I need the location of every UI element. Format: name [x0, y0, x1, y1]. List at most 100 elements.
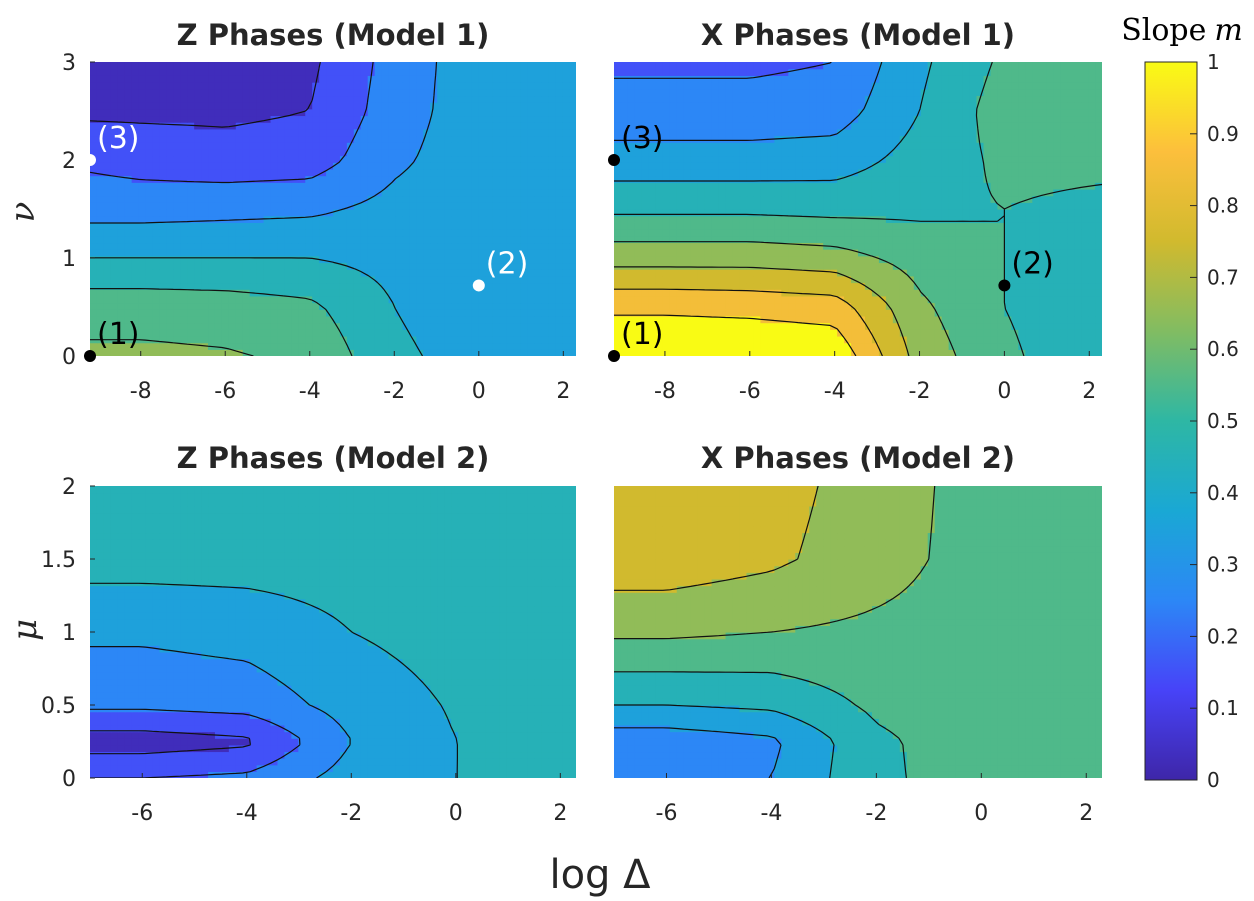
contour-cell — [492, 148, 501, 157]
contour-cell — [284, 182, 292, 190]
contour-cell — [906, 315, 915, 324]
contour-cell — [312, 155, 320, 163]
contour-cell — [976, 249, 985, 257]
contour-cell — [353, 275, 362, 284]
contour-cell — [823, 249, 831, 257]
contour-cell — [788, 182, 796, 190]
contour-cell — [1060, 209, 1068, 217]
contour-cell — [388, 209, 397, 217]
contour-cell — [305, 155, 313, 163]
contour-cell — [562, 302, 570, 310]
contour-cell — [131, 269, 140, 277]
contour-cell — [138, 128, 147, 137]
contour-cell — [614, 262, 622, 270]
contour-cell — [194, 349, 202, 356]
contour-cell — [208, 255, 216, 264]
contour-cell — [990, 249, 999, 257]
contour-cell — [138, 82, 147, 90]
contour-cell — [471, 128, 480, 137]
contour-cell — [913, 315, 922, 324]
contour-cell — [298, 142, 306, 150]
contour-cell — [1025, 295, 1033, 304]
contour-cell — [569, 269, 576, 277]
contour-cell — [214, 229, 223, 237]
contour-cell — [326, 195, 334, 203]
contour-cell — [844, 188, 852, 197]
contour-cell — [110, 128, 119, 137]
contour-cell — [339, 289, 348, 297]
contour-cell — [312, 302, 320, 310]
contour-cell — [614, 275, 622, 284]
contour-cell — [256, 175, 265, 183]
contour-cell — [851, 335, 859, 344]
contour-cell — [124, 349, 133, 356]
contour-cell — [471, 255, 480, 264]
contour-cell — [423, 235, 431, 244]
contour-cell — [388, 175, 397, 183]
contour-cell — [569, 175, 576, 183]
contour-cell — [941, 262, 950, 270]
contour-cell — [353, 128, 362, 137]
contour-cell — [194, 135, 202, 143]
contour-cell — [124, 122, 133, 130]
contour-cell — [962, 295, 971, 304]
contour-cell — [1018, 195, 1026, 203]
contour-cell — [641, 275, 650, 284]
contour-cell — [96, 249, 105, 257]
contour-cell — [138, 242, 147, 250]
contour-cell — [235, 108, 244, 117]
contour-cell — [110, 322, 119, 330]
contour-cell — [159, 249, 167, 257]
contour-cell — [1011, 182, 1019, 190]
contour-cell — [795, 222, 803, 230]
contour-cell — [291, 142, 299, 150]
contour-cell — [823, 222, 831, 230]
contour-cell — [152, 82, 161, 90]
contour-cell — [767, 269, 775, 277]
contour-cell — [548, 182, 556, 190]
contour-cell — [948, 249, 957, 257]
contour-cell — [326, 108, 334, 117]
contour-cell — [732, 302, 741, 310]
contour-cell — [124, 249, 133, 257]
contour-cell — [732, 322, 741, 330]
contour-cell — [305, 229, 313, 237]
contour-cell — [934, 235, 943, 244]
contour-cell — [110, 295, 119, 304]
contour-cell — [159, 229, 167, 237]
contour-cell — [941, 335, 950, 344]
contour-cell — [214, 142, 223, 150]
contour-cell — [360, 175, 369, 183]
contour-cell — [214, 262, 223, 270]
contour-cell — [138, 222, 147, 230]
contour-cell — [569, 68, 576, 76]
contour-cell — [641, 329, 650, 337]
contour-cell — [513, 329, 522, 337]
contour-cell — [256, 342, 265, 350]
contour-cell — [471, 155, 480, 163]
contour-cell — [402, 349, 410, 356]
contour-cell — [152, 342, 161, 350]
contour-cell — [305, 342, 313, 350]
contour-cell — [1004, 209, 1012, 217]
contour-cell — [920, 262, 929, 270]
contour-cell — [948, 209, 957, 217]
contour-cell — [263, 249, 272, 257]
contour-cell — [159, 182, 167, 190]
contour-cell — [899, 202, 908, 210]
contour-cell — [955, 255, 964, 264]
contour-cell — [534, 142, 542, 150]
contour-cell — [96, 175, 105, 183]
contour-cell — [339, 68, 348, 76]
contour-cell — [1081, 309, 1089, 317]
contour-cell — [395, 202, 404, 210]
contour-cell — [263, 342, 272, 350]
contour-cell — [520, 242, 528, 250]
contour-cell — [457, 209, 466, 217]
contour-cell — [1060, 255, 1068, 264]
contour-cell — [634, 222, 643, 230]
contour-cell — [858, 255, 866, 264]
contour-cell — [423, 122, 431, 130]
contour-cell — [471, 122, 480, 130]
contour-cell — [360, 102, 369, 110]
